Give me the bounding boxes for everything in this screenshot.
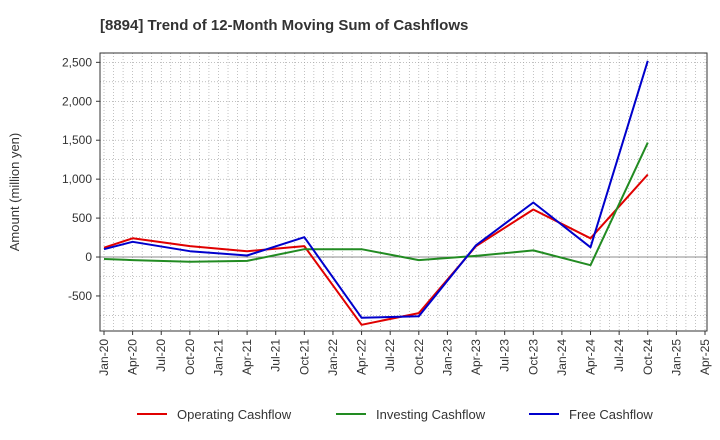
y-tick-label: 1,000 bbox=[62, 172, 92, 186]
x-tick-label: Jan-24 bbox=[555, 339, 569, 376]
legend: Operating Cashflow Investing Cashflow Free… bbox=[137, 407, 653, 422]
series-line-investing-cashflow bbox=[103, 142, 649, 267]
x-tick-label: Jan-23 bbox=[440, 339, 454, 376]
x-tick-label: Apr-25 bbox=[698, 339, 712, 375]
x-tick-label: Oct-20 bbox=[183, 339, 197, 375]
y-tick-label: -500 bbox=[68, 289, 92, 303]
y-tick-label: 2,500 bbox=[62, 55, 92, 69]
x-tick-label: Jul-20 bbox=[154, 339, 168, 372]
x-tick-labels: Jan-20 Apr-20 Jul-20 Oct-20 Jan-21 Apr-21 Jul-… bbox=[97, 331, 712, 376]
series-line-operating-cashflow bbox=[103, 173, 649, 326]
x-tick-label: Apr-22 bbox=[355, 339, 369, 375]
x-tick-label: Jul-21 bbox=[269, 339, 283, 372]
y-tick-labels: -500 0 500 1,000 1,500 2,000 2,500 bbox=[62, 55, 100, 303]
x-tick-label: Jan-22 bbox=[326, 339, 340, 376]
grid-lines bbox=[100, 53, 707, 331]
y-axis-label: Amount (million yen) bbox=[7, 133, 22, 252]
x-tick-label: Jan-21 bbox=[211, 339, 225, 376]
legend-label: Operating Cashflow bbox=[177, 407, 292, 422]
y-tick-label: 1,500 bbox=[62, 133, 92, 147]
y-tick-label: 0 bbox=[85, 250, 92, 264]
x-tick-label: Apr-23 bbox=[469, 339, 483, 375]
x-tick-label: Jul-22 bbox=[383, 339, 397, 372]
x-tick-label: Apr-20 bbox=[126, 339, 140, 375]
x-tick-label: Apr-24 bbox=[584, 339, 598, 375]
legend-label: Investing Cashflow bbox=[376, 407, 486, 422]
x-tick-label: Apr-21 bbox=[240, 339, 254, 375]
y-tick-label: 500 bbox=[72, 211, 92, 225]
x-tick-label: Jan-25 bbox=[669, 339, 683, 376]
series-line-free-cashflow bbox=[103, 60, 649, 319]
x-tick-label: Oct-22 bbox=[412, 339, 426, 375]
x-tick-label: Oct-24 bbox=[641, 339, 655, 375]
x-tick-label: Oct-23 bbox=[526, 339, 540, 375]
x-tick-label: Jul-23 bbox=[498, 339, 512, 372]
y-tick-label: 2,000 bbox=[62, 94, 92, 108]
x-tick-label: Jan-20 bbox=[97, 339, 111, 376]
series-lines bbox=[103, 60, 649, 326]
x-tick-label: Oct-21 bbox=[297, 339, 311, 375]
legend-label: Free Cashflow bbox=[569, 407, 653, 422]
plot-frame bbox=[99, 52, 708, 332]
chart-title: [8894] Trend of 12-Month Moving Sum of C… bbox=[100, 17, 468, 34]
x-tick-label: Jul-24 bbox=[612, 339, 626, 372]
